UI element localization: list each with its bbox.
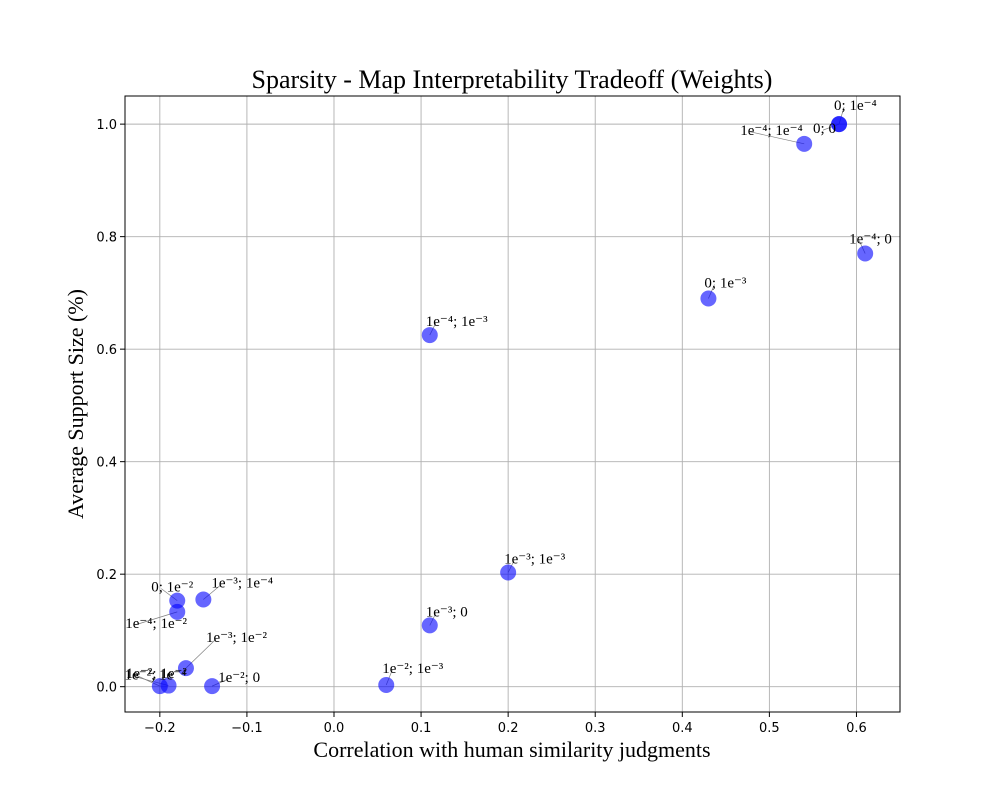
label-leader-line [750,131,805,145]
data-point [169,592,186,609]
point-label: 1e⁻⁴; 0 [849,232,892,248]
point-label: 1e⁻²; 0 [218,670,260,686]
point-label: 0; 1e⁻³ [704,276,746,292]
x-tick-label: 0.1 [411,721,432,736]
point-labels: 0; 1e⁻⁴ 0; 0 1e⁻⁴; 1e⁻⁴ 1e⁻⁴; 0 0; 1e⁻³ 1e⁻⁴;… [125,98,892,686]
leader-lines [134,107,866,687]
data-point [177,660,194,677]
point-label: 1e⁻³; 0 [426,604,468,620]
point-label: 0; 1e⁻² [151,580,193,596]
point-label: 1e⁻²; 1e⁻³ [382,661,444,677]
data-point [700,290,717,307]
axis-ticks: −0.2 −0.1 0.0 0.1 0.2 0.3 0.4 0.5 0.6 0.0 0.2 0.4 0.… [96,118,866,736]
x-tick-label: −0.2 [144,721,176,736]
y-tick-label: 1.0 [96,118,117,133]
data-point [857,245,874,262]
point-label: 0; 1e⁻⁴ [834,98,877,114]
y-tick-label: 0.2 [96,568,117,583]
grid-layer [125,96,900,712]
point-label: 1e⁻⁴; 1e⁻⁴ [740,123,803,139]
data-point [378,676,395,693]
data-point [831,116,848,133]
point-label: 1e⁻³; 1e⁻³ [504,551,566,567]
data-point [204,678,221,695]
point-label: 1e⁻³; 1e⁻⁴ [211,575,273,591]
x-tick-label: 0.2 [498,721,519,736]
point-label: 1e⁻²; 1e⁻² [126,666,188,682]
data-point [169,603,186,620]
data-point [151,678,168,695]
point-label: 1e⁻⁴; 1e⁻³ [426,314,488,330]
point-label: 0; 0 [813,121,836,137]
y-axis-label: Average Support Size (%) [63,289,88,519]
plot-frame [124,95,901,713]
x-tick-label: 0.0 [324,721,345,736]
x-axis-label: Correlation with human similarity judgme… [313,737,710,762]
y-tick-label: 0.4 [96,456,117,471]
point-label: 1e⁻⁴; 1e⁻² [125,616,187,632]
x-tick-label: −0.1 [231,721,263,736]
y-tick-label: 0.0 [96,681,117,696]
y-tick-label: 0.8 [96,231,117,246]
x-tick-label: 0.4 [672,721,693,736]
x-tick-label: 0.6 [846,721,867,736]
data-point [421,617,438,634]
data-points [151,116,874,695]
data-point [195,591,212,608]
data-point [796,135,813,152]
y-tick-label: 0.6 [96,343,117,358]
data-point [421,327,438,344]
chart-title: Sparsity - Map Interpretability Tradeoff… [252,65,773,94]
x-tick-label: 0.5 [759,721,780,736]
data-point [500,564,517,581]
point-label: 1e⁻³; 1e⁻² [206,630,268,646]
x-tick-label: 0.3 [585,721,606,736]
point-label: 1e⁻²; 1e⁻⁴ [125,668,187,684]
